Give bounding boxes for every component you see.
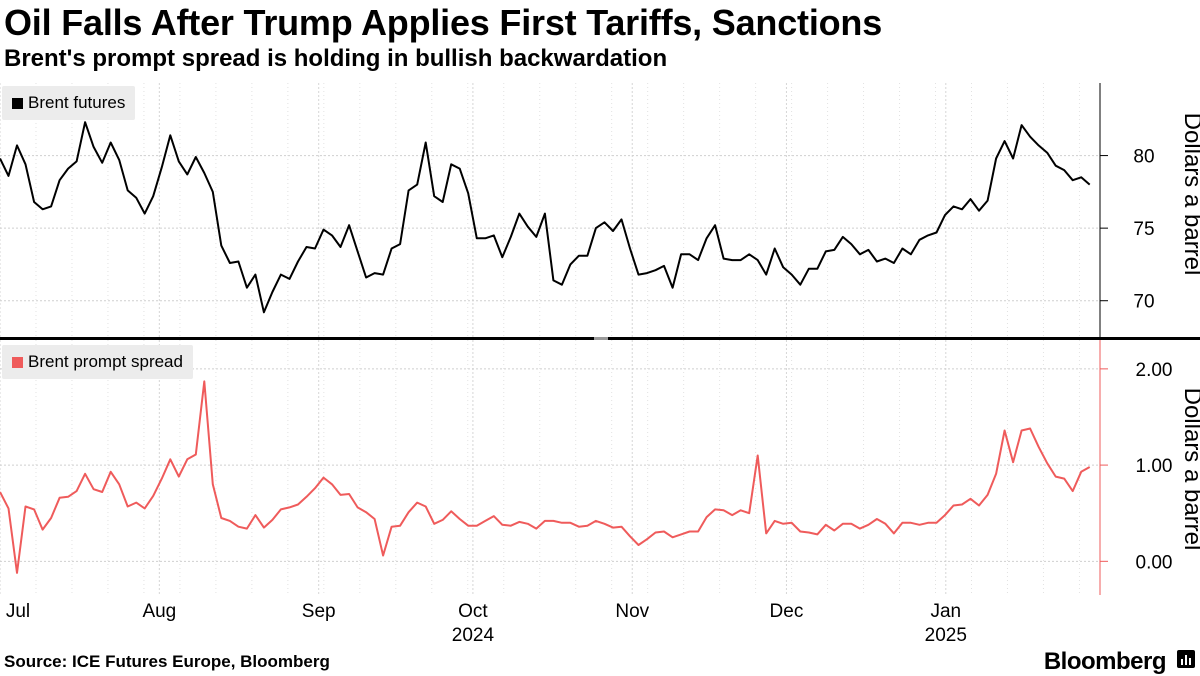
x-tick-year-label: 2025: [925, 625, 967, 646]
y-tick-label: 2.00: [1136, 360, 1173, 381]
legend-brent-futures[interactable]: Brent futures: [2, 86, 136, 120]
chart-title: Oil Falls After Trump Applies First Tari…: [4, 2, 883, 43]
x-tick-label: Oct: [458, 601, 488, 622]
y-tick-label: 1.00: [1136, 456, 1173, 477]
chart-subtitle: Brent's prompt spread is holding in bull…: [4, 45, 668, 72]
legend-label-spread: Brent prompt spread: [28, 352, 183, 371]
brent-spread-line: [0, 380, 1091, 574]
y-axis-label-bottom: Dollars a barrel: [1179, 387, 1200, 551]
y-axis-label-top: Dollars a barrel: [1179, 112, 1200, 276]
bloomberg-terminal-icon: [1177, 650, 1195, 668]
legend-label-futures: Brent futures: [28, 93, 126, 112]
panel-divider-handle: [594, 337, 608, 340]
y-tick-label: 80: [1133, 147, 1154, 168]
source-note: Source: ICE Futures Europe, Bloomberg: [4, 652, 330, 671]
x-tick-label: Aug: [142, 601, 176, 622]
x-tick-label: Jul: [6, 601, 30, 622]
y-tick-label: 75: [1133, 219, 1154, 240]
x-tick-label: Jan: [930, 601, 961, 622]
bloomberg-logo: Bloomberg: [1043, 648, 1167, 675]
legend-brent-prompt-spread[interactable]: Brent prompt spread: [2, 345, 193, 379]
y-tick-label: 0.00: [1136, 552, 1173, 573]
legend-swatch-futures: [12, 97, 23, 109]
x-tick-label: Nov: [615, 601, 649, 622]
x-tick-label: Sep: [302, 601, 336, 622]
x-tick-label: Dec: [770, 601, 804, 622]
brent-futures-line: [0, 121, 1091, 314]
x-tick-year-label: 2024: [452, 625, 495, 646]
legend-swatch-spread: [12, 356, 23, 368]
y-tick-label: 70: [1133, 292, 1154, 313]
